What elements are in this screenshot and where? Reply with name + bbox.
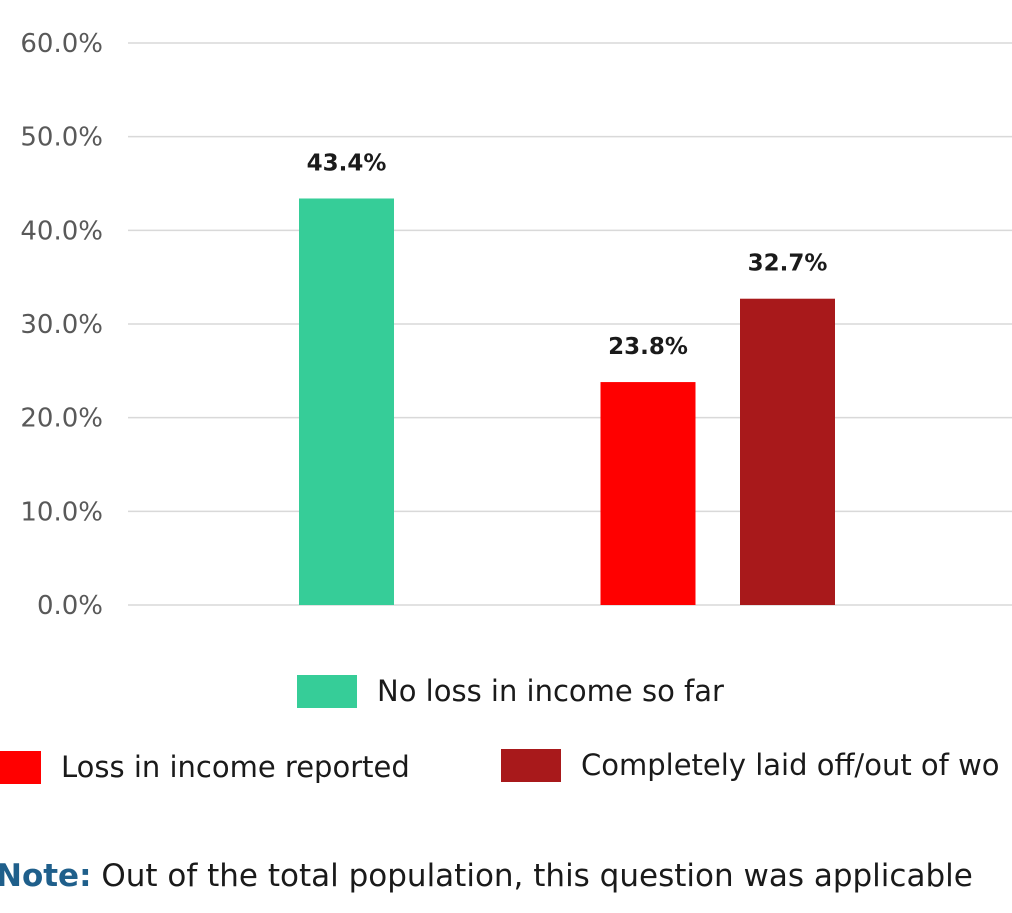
y-tick-label: 60.0% [20,29,103,59]
legend-label-no-loss: No loss in income so far [377,674,724,708]
legend-item-no-loss: No loss in income so far [297,674,724,708]
note-text: Out of the total population, this questi… [91,858,973,894]
chart-note: Note: Out of the total population, this … [0,858,973,894]
legend-swatch-no-loss [297,674,357,708]
bar-data-label: 43.4% [307,150,387,176]
legend-label-laid-off: Completely laid off/out of wo [581,748,1000,782]
y-tick-label: 10.0% [20,497,103,527]
legend-swatch-loss-reported [0,750,41,784]
bar [299,198,394,605]
note-label: Note: [0,858,92,894]
y-tick-label: 50.0% [20,123,103,153]
bar [740,298,835,605]
y-tick-label: 40.0% [20,216,103,246]
y-tick-label: 0.0% [37,591,103,621]
legend-item-laid-off: Completely laid off/out of wo [501,748,1000,782]
bar-chart: 0.0% 10.0% 20.0% 30.0% 40.0% 50.0% 60.0% 43.4% 2… [20,29,1012,621]
bar [600,382,696,605]
bar-data-label: 32.7% [748,251,828,277]
y-tick-label: 20.0% [20,404,103,434]
legend-item-loss-reported: Loss in income reported [0,750,410,784]
bar-data-label: 23.8% [608,334,688,360]
y-tick-label: 30.0% [20,310,103,340]
legend-label-loss-reported: Loss in income reported [61,750,410,784]
legend-swatch-laid-off [501,748,561,782]
